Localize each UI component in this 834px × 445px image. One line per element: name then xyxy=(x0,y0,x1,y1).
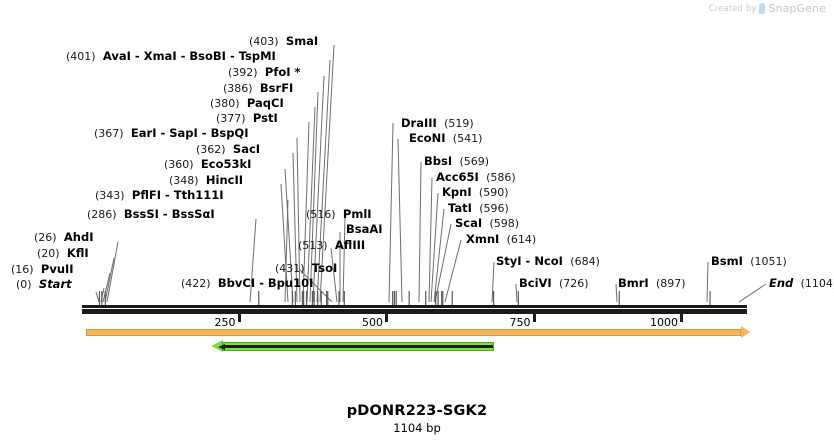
enzyme-label-paqci[interactable]: (380) PaqCI xyxy=(210,96,284,111)
ruler-tick-mark xyxy=(385,314,388,322)
enzyme-label-pfoi-[interactable]: (392) PfoI * xyxy=(228,65,301,80)
enzyme-label-bsrfi[interactable]: (386) BsrFI xyxy=(223,81,294,96)
enzyme-label-tsoi[interactable]: (431) TsoI xyxy=(275,261,338,276)
leader-line xyxy=(388,122,394,303)
enzyme-label-bmri[interactable]: BmrI (897) xyxy=(618,276,686,291)
leader-line xyxy=(342,216,346,303)
enzyme-label-scai[interactable]: ScaI (598) xyxy=(455,216,520,231)
leader-line xyxy=(706,261,709,303)
enzyme-label-bcivi[interactable]: BciVI (726) xyxy=(519,276,589,291)
ruler-tick-mark xyxy=(680,314,683,322)
enzyme-label-kfli[interactable]: (20) KflI xyxy=(37,246,89,261)
leader-line xyxy=(434,223,452,303)
plasmid-size-label: 1104 bp xyxy=(393,421,441,435)
green-feature-arrowhead-core xyxy=(218,344,225,350)
enzyme-label-bbvci-bpu10i[interactable]: (422) BbvCI - Bpu10I xyxy=(181,276,314,291)
enzyme-label-end[interactable]: End (1104) xyxy=(769,276,834,291)
enzyme-label-eari-sapi-bspqi[interactable]: (367) EarI - SapI - BspQI xyxy=(94,126,249,141)
enzyme-label-psti[interactable]: (377) PstI xyxy=(216,111,278,126)
leader-line xyxy=(95,291,100,303)
snapgene-logo-icon xyxy=(759,3,766,14)
leader-line xyxy=(100,287,105,303)
enzyme-label-afliii[interactable]: (513) AflIII xyxy=(298,238,366,253)
enzyme-label-smai[interactable]: (403) SmaI xyxy=(249,34,319,49)
enzyme-label-avai-xmai-bsobi-tspmi[interactable]: (401) AvaI - XmaI - BsoBI - TspMI xyxy=(66,49,276,64)
ruler-tick-label: 500 xyxy=(362,316,383,329)
enzyme-label-bsssi-bsss-i[interactable]: (286) BssSI - BssSαI xyxy=(87,207,215,222)
leader-line xyxy=(491,261,495,303)
leader-line xyxy=(106,241,119,303)
leader-line xyxy=(515,283,518,303)
enzyme-label-pflfi-tth111i[interactable]: (343) PflFI - Tth111I xyxy=(95,188,224,203)
enzyme-label-xmni[interactable]: XmnI (614) xyxy=(466,232,537,247)
leader-line xyxy=(104,257,115,303)
leader-line xyxy=(433,208,445,303)
enzyme-label-pmli[interactable]: (516) PmlI xyxy=(306,207,372,222)
leader-line xyxy=(330,247,338,303)
enzyme-label-acc65i[interactable]: Acc65I (586) xyxy=(436,170,516,185)
watermark-created-label: Created by xyxy=(708,3,757,14)
ruler-tick-mark xyxy=(532,314,536,322)
enzyme-label-bbsi[interactable]: BbsI (569) xyxy=(424,154,490,169)
watermark-brand-label: SnapGene xyxy=(768,2,826,15)
enzyme-label-kpni[interactable]: KpnI (590) xyxy=(442,185,509,200)
leader-line xyxy=(418,161,422,303)
orange-feature-arrowhead xyxy=(741,326,750,338)
leader-line xyxy=(102,272,111,303)
enzyme-label-bsmi[interactable]: BsmI (1051) xyxy=(711,254,787,269)
enzyme-label-ahdi[interactable]: (26) AhdI xyxy=(34,230,94,245)
enzyme-label-bsaai[interactable]: BsaAI xyxy=(346,222,383,236)
ruler-tick-label: 1000 xyxy=(650,316,678,329)
orange-feature-bar[interactable] xyxy=(86,329,741,336)
leader-line xyxy=(428,177,433,303)
leader-line xyxy=(444,239,462,303)
enzyme-label-tati[interactable]: TatI (596) xyxy=(448,201,509,216)
leader-line xyxy=(397,138,403,303)
leader-line xyxy=(738,283,767,303)
enzyme-label-econi[interactable]: EcoNI (541) xyxy=(409,131,483,146)
plasmid-title: pDONR223-SGK2 xyxy=(346,403,488,419)
enzyme-label-pvuii[interactable]: (16) PvuII xyxy=(11,262,74,277)
ruler-tick-label: 750 xyxy=(509,316,531,329)
leader-line xyxy=(615,283,618,303)
leader-line xyxy=(430,192,439,303)
enzyme-label-saci[interactable]: (362) SacI xyxy=(196,142,261,157)
enzyme-label-start[interactable]: (0) Start xyxy=(16,277,72,292)
ruler-tick-mark xyxy=(237,314,241,322)
green-feature-core-line xyxy=(225,345,493,348)
snapgene-watermark: Created by SnapGene xyxy=(709,2,826,15)
enzyme-label-eco53ki[interactable]: (360) Eco53kI xyxy=(164,157,252,172)
backbone-line-lower xyxy=(82,309,747,314)
enzyme-label-draiii[interactable]: DraIII (519) xyxy=(401,116,474,131)
enzyme-label-styi-ncoi[interactable]: StyI - NcoI (684) xyxy=(496,254,600,269)
backbone-line-upper xyxy=(82,305,747,308)
ruler-tick-label: 250 xyxy=(214,316,236,329)
enzyme-label-hincii[interactable]: (348) HincII xyxy=(169,173,244,188)
